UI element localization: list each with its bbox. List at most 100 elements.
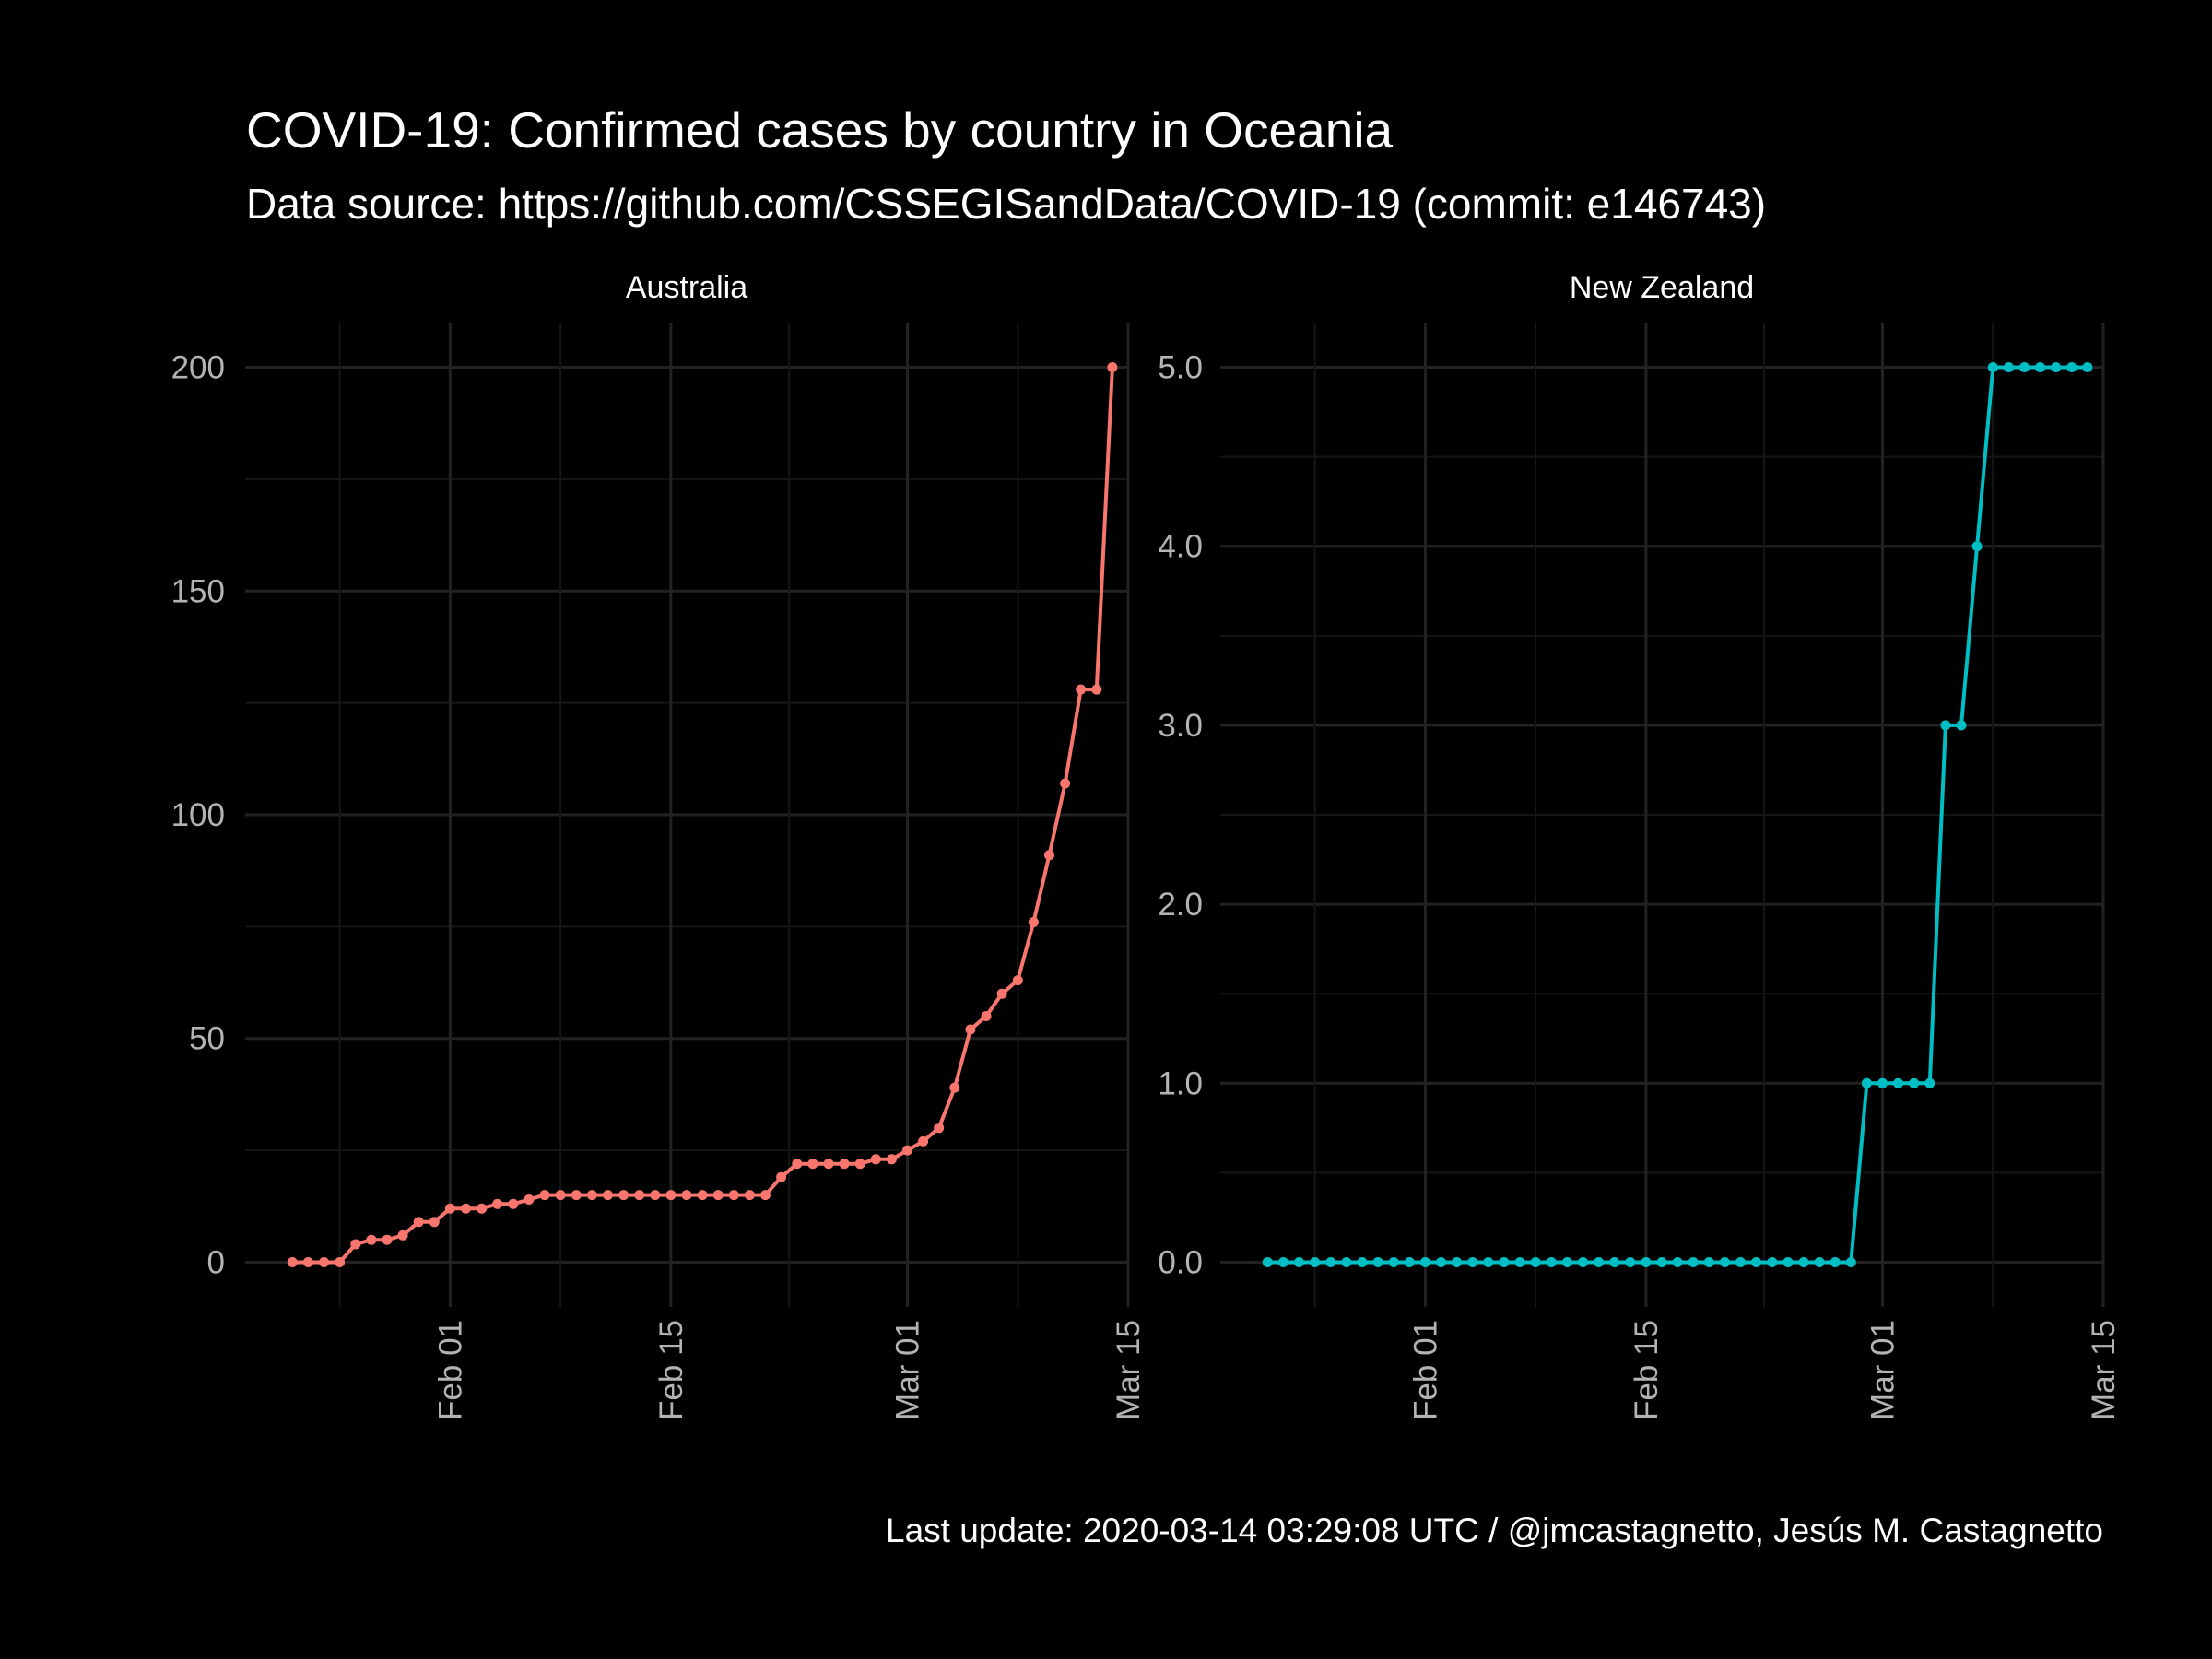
data-point	[760, 1190, 771, 1201]
data-point	[2066, 362, 2077, 372]
data-point	[949, 1082, 960, 1093]
data-point	[397, 1230, 408, 1241]
y-tick-label: 0	[207, 1244, 225, 1280]
data-point	[1277, 1257, 1288, 1267]
data-point	[1372, 1257, 1383, 1267]
y-tick-label: 4.0	[1158, 529, 1203, 565]
data-point	[302, 1257, 313, 1267]
data-point	[854, 1159, 865, 1170]
data-point	[1798, 1257, 1809, 1267]
data-point	[1294, 1257, 1304, 1267]
data-point	[1452, 1257, 1463, 1267]
data-point	[1877, 1077, 1888, 1088]
data-point	[1688, 1257, 1699, 1267]
data-point	[287, 1257, 298, 1267]
x-tick-label: Feb 15	[1629, 1320, 1665, 1420]
data-point	[1357, 1257, 1368, 1267]
data-point	[335, 1257, 346, 1267]
data-point	[1893, 1077, 1904, 1088]
x-axis-ticks: Feb 01 Feb 15 Mar 01 Mar 15	[1407, 1320, 2122, 1420]
data-point	[1483, 1257, 1494, 1267]
data-point	[1672, 1257, 1683, 1267]
data-point	[1107, 362, 1118, 372]
data-point	[1861, 1077, 1872, 1088]
data-point	[366, 1234, 377, 1245]
data-point	[744, 1190, 755, 1201]
data-point	[712, 1190, 724, 1201]
facet-strip-label: New Zealand	[1570, 270, 1754, 305]
series-new-zealand	[1262, 362, 2093, 1267]
chart-title: COVID-19: Confirmed cases by country in …	[246, 101, 1394, 159]
x-tick-label: Mar 01	[890, 1320, 926, 1420]
grid-lines	[245, 323, 1130, 1307]
data-point	[1814, 1257, 1825, 1267]
data-point	[1656, 1257, 1667, 1267]
data-point	[1514, 1257, 1525, 1267]
data-point	[996, 988, 1007, 999]
data-point	[2035, 362, 2046, 372]
data-point	[1436, 1257, 1446, 1267]
data-point	[382, 1234, 393, 1245]
y-tick-label: 0.0	[1158, 1244, 1203, 1280]
y-tick-label: 200	[171, 350, 225, 386]
data-point	[1909, 1077, 1920, 1088]
data-point	[681, 1190, 692, 1201]
data-point	[1404, 1257, 1415, 1267]
data-point	[1940, 720, 1951, 731]
data-point	[618, 1190, 629, 1201]
data-point	[1419, 1257, 1430, 1267]
data-point	[886, 1154, 897, 1165]
data-point	[650, 1190, 661, 1201]
data-point	[1012, 975, 1023, 986]
y-tick-label: 100	[171, 797, 225, 833]
data-point	[508, 1198, 519, 1209]
chart-caption: Last update: 2020-03-14 03:29:08 UTC / @…	[886, 1512, 2103, 1549]
chart-subtitle: Data source: https://github.com/CSSEGISa…	[246, 180, 1766, 228]
data-point	[823, 1159, 834, 1170]
data-point	[1060, 778, 1071, 789]
data-point	[2003, 362, 2014, 372]
data-point	[539, 1190, 550, 1201]
data-point	[1561, 1257, 1572, 1267]
data-point	[776, 1171, 787, 1182]
data-point	[665, 1190, 677, 1201]
data-point	[429, 1217, 440, 1228]
y-axis-ticks: 0 50 100 150 200	[171, 350, 225, 1281]
y-tick-label: 3.0	[1158, 708, 1203, 744]
facet-strip-label: Australia	[626, 270, 747, 305]
data-point	[1767, 1257, 1778, 1267]
y-tick-label: 1.0	[1158, 1065, 1203, 1101]
series-australia	[287, 362, 1118, 1267]
y-tick-label: 50	[189, 1021, 225, 1057]
data-point	[1388, 1257, 1399, 1267]
data-point	[1044, 850, 1054, 861]
data-point	[1609, 1257, 1620, 1267]
data-point	[839, 1159, 850, 1170]
y-tick-label: 5.0	[1158, 350, 1203, 386]
x-tick-label: Feb 01	[1407, 1320, 1443, 1420]
data-point	[1751, 1257, 1762, 1267]
grid-lines	[1220, 323, 2105, 1307]
data-point	[728, 1190, 739, 1201]
data-point	[1703, 1257, 1714, 1267]
data-point	[1735, 1257, 1746, 1267]
data-point	[1971, 541, 1983, 552]
data-point	[586, 1190, 597, 1201]
data-point	[1783, 1257, 1794, 1267]
data-point	[1845, 1257, 1856, 1267]
data-point	[1091, 684, 1102, 695]
data-point	[477, 1203, 488, 1214]
data-point	[1956, 720, 1967, 731]
data-point	[492, 1198, 503, 1209]
data-point	[1341, 1257, 1352, 1267]
data-point	[1594, 1257, 1605, 1267]
data-point	[1625, 1257, 1636, 1267]
data-point	[1987, 362, 1998, 372]
data-point	[1830, 1257, 1841, 1267]
y-axis-ticks: 0.0 1.0 2.0 3.0 4.0 5.0	[1158, 350, 1203, 1281]
x-tick-label: Mar 15	[2086, 1320, 2122, 1420]
x-tick-label: Mar 15	[1111, 1320, 1147, 1420]
data-point	[1578, 1257, 1588, 1267]
data-point	[1530, 1257, 1541, 1267]
